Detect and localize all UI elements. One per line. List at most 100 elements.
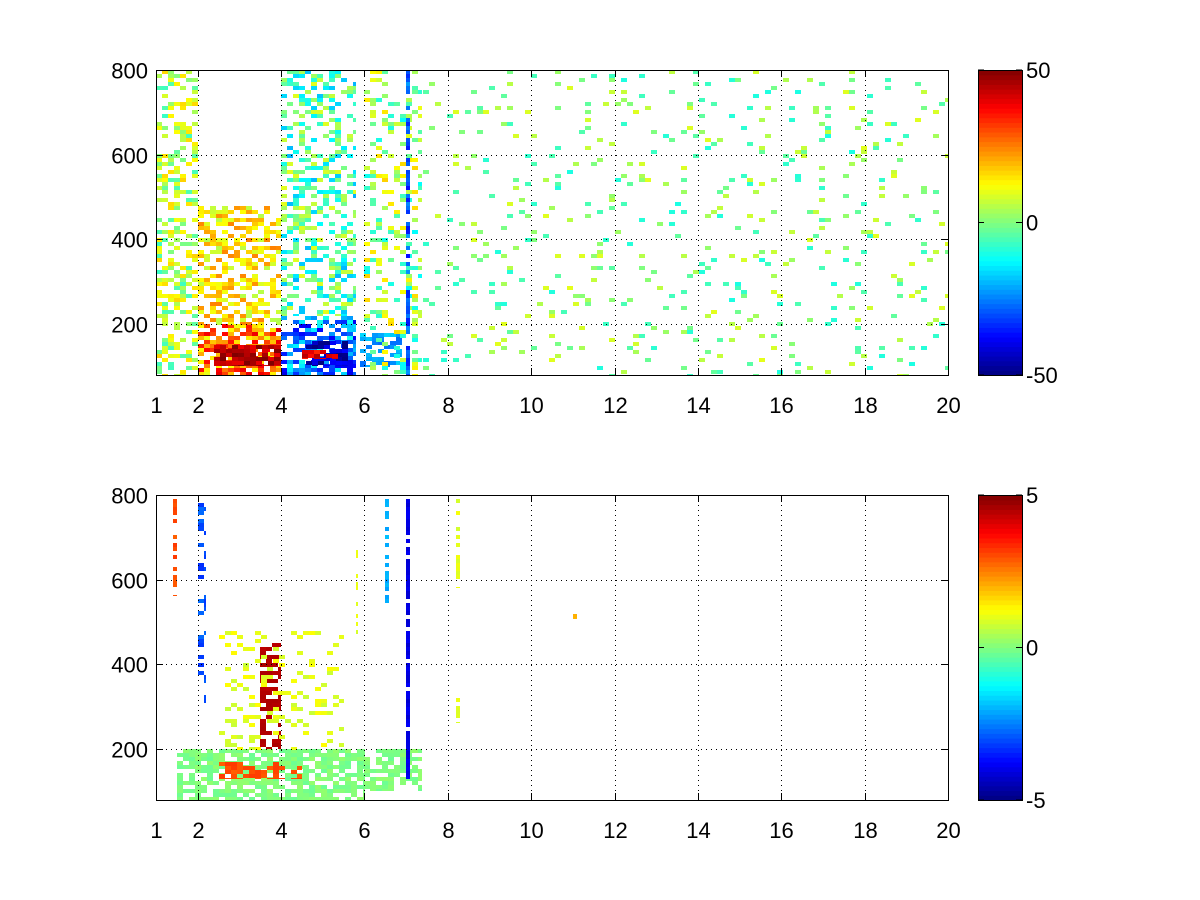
heatmap-cell xyxy=(447,342,453,346)
heatmap-cell xyxy=(382,118,388,122)
heatmap-cell xyxy=(347,356,353,360)
heatmap-cell xyxy=(771,210,777,214)
heatmap-cell xyxy=(376,270,382,274)
heatmap-cell xyxy=(278,747,281,749)
heatmap-cell xyxy=(525,110,531,114)
heatmap-cell xyxy=(507,266,513,270)
heatmap-cell xyxy=(299,206,305,210)
heatmap-cell xyxy=(287,102,293,106)
heatmap-cell xyxy=(192,198,198,202)
heatmap-cell xyxy=(418,198,422,202)
heatmap-cell xyxy=(272,739,278,743)
heatmap-cell xyxy=(501,122,507,126)
heatmap-cell xyxy=(753,254,759,258)
heatmap-cell xyxy=(186,310,192,314)
heatmap-cell xyxy=(330,361,336,365)
heatmap-cell xyxy=(315,699,321,703)
heatmap-cell xyxy=(339,785,345,789)
heatmap-cell xyxy=(342,365,348,366)
colorbar-band xyxy=(978,742,1022,749)
heatmap-cell xyxy=(388,785,394,789)
colorbar-band xyxy=(978,571,1022,577)
heatmap-cell xyxy=(272,643,278,647)
heatmap-cell xyxy=(567,86,573,90)
colorbar-band xyxy=(978,293,1022,300)
heatmap-cell xyxy=(807,246,813,250)
heatmap-cell xyxy=(180,74,186,78)
heatmap-cell xyxy=(489,194,495,198)
heatmap-cell xyxy=(291,765,297,769)
heatmap-cell xyxy=(305,270,311,274)
heatmap-cell xyxy=(406,675,410,679)
heatmap-cell xyxy=(418,757,422,761)
colorbar-band xyxy=(978,365,1022,371)
heatmap-cell xyxy=(627,298,633,302)
heatmap-cell xyxy=(867,110,873,114)
heatmap-cell xyxy=(609,90,615,94)
heatmap-cell xyxy=(370,142,376,146)
heatmap-cell xyxy=(162,86,168,90)
heatmap-cell xyxy=(228,332,234,336)
heatmap-cell xyxy=(357,757,363,761)
heatmap-cell xyxy=(255,770,261,774)
heatmap-cell xyxy=(364,318,370,322)
heatmap-cell xyxy=(258,322,264,325)
heatmap-cell xyxy=(162,310,168,314)
heatmap-cell xyxy=(609,78,615,82)
heatmap-cell xyxy=(933,190,939,194)
heatmap-cell xyxy=(765,134,771,138)
heatmap-cell xyxy=(213,765,219,769)
heatmap-cell xyxy=(261,761,267,765)
heatmap-cell xyxy=(345,765,351,769)
heatmap-cell xyxy=(204,599,206,603)
heatmap-cell xyxy=(615,230,621,234)
heatmap-cell xyxy=(156,354,162,358)
heatmap-cell xyxy=(297,778,302,779)
heatmap-cell xyxy=(291,778,297,779)
heatmap-cell xyxy=(335,178,341,182)
heatmap-cell xyxy=(400,761,406,765)
heatmap-cell xyxy=(174,170,180,174)
heatmap-cell xyxy=(406,246,410,250)
heatmap-cell xyxy=(353,194,356,198)
heatmap-cell xyxy=(204,314,210,318)
heatmap-cell xyxy=(317,74,323,78)
heatmap-cell xyxy=(406,551,410,555)
heatmap-cell xyxy=(406,146,410,150)
heatmap-cell xyxy=(240,258,246,262)
heatmap-cell xyxy=(168,262,174,266)
heatmap-cell xyxy=(299,158,305,162)
heatmap-cell xyxy=(216,246,222,250)
heatmap-cell xyxy=(249,739,255,743)
heatmap-cell xyxy=(207,753,213,757)
heatmap-cell xyxy=(260,663,266,667)
heatmap-cell xyxy=(597,210,603,214)
heatmap-cell xyxy=(483,158,489,162)
heatmap-cell xyxy=(400,162,406,166)
heatmap-cell xyxy=(406,683,410,687)
heatmap-cell xyxy=(305,146,311,150)
heatmap-cell xyxy=(204,282,210,286)
heatmap-cell xyxy=(825,114,831,118)
heatmap-cell xyxy=(783,262,789,266)
heatmap-cell xyxy=(258,336,264,340)
heatmap-cell xyxy=(339,635,344,639)
heatmap-cell xyxy=(376,238,382,242)
heatmap-cell xyxy=(423,170,429,174)
heatmap-cell xyxy=(753,70,759,74)
heatmap-cell xyxy=(204,278,210,282)
heatmap-cell xyxy=(168,218,174,222)
heatmap-cell xyxy=(318,341,324,345)
heatmap-cell xyxy=(376,310,382,314)
heatmap-cell xyxy=(285,753,291,757)
heatmap-cell xyxy=(353,214,356,218)
heatmap-cell xyxy=(335,262,341,266)
heatmap-cell xyxy=(376,769,382,773)
heatmap-cell xyxy=(597,254,603,258)
heatmap-cell xyxy=(305,218,311,222)
heatmap-cell xyxy=(173,535,177,539)
colorbar-band xyxy=(978,289,1022,295)
heatmap-cell xyxy=(861,250,867,254)
heatmap-cell xyxy=(471,222,477,226)
heatmap-cell xyxy=(400,781,406,785)
